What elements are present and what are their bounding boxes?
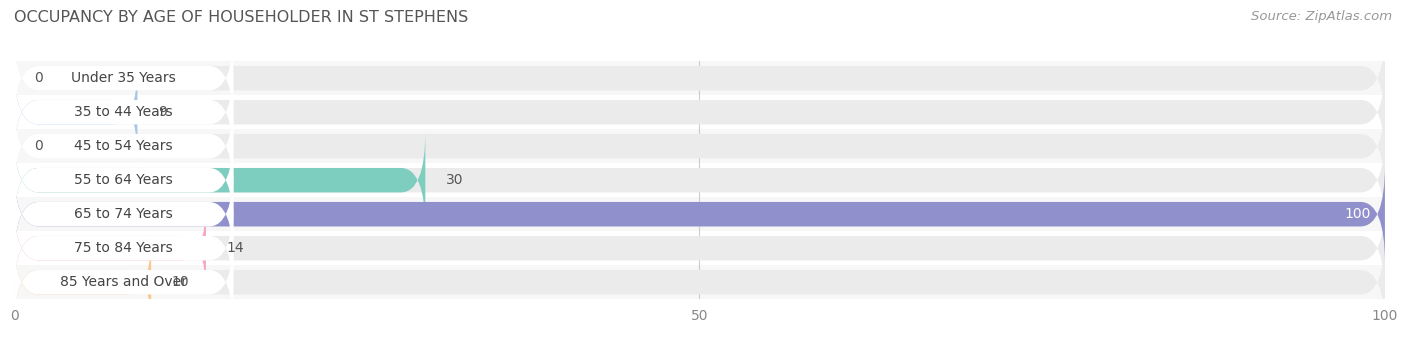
Text: 45 to 54 Years: 45 to 54 Years	[75, 139, 173, 153]
FancyBboxPatch shape	[14, 63, 233, 161]
FancyBboxPatch shape	[14, 233, 233, 331]
FancyBboxPatch shape	[14, 199, 207, 297]
FancyBboxPatch shape	[14, 199, 233, 297]
FancyBboxPatch shape	[14, 29, 1385, 127]
Text: 100: 100	[1344, 207, 1371, 221]
Text: 65 to 74 Years: 65 to 74 Years	[75, 207, 173, 221]
Text: OCCUPANCY BY AGE OF HOUSEHOLDER IN ST STEPHENS: OCCUPANCY BY AGE OF HOUSEHOLDER IN ST ST…	[14, 10, 468, 25]
Text: 9: 9	[157, 105, 167, 119]
FancyBboxPatch shape	[14, 131, 233, 229]
Text: 55 to 64 Years: 55 to 64 Years	[75, 173, 173, 187]
FancyBboxPatch shape	[14, 63, 138, 161]
Bar	[14, 95, 1385, 129]
Bar	[14, 163, 1385, 197]
FancyBboxPatch shape	[14, 63, 1385, 161]
Text: 0: 0	[35, 71, 44, 85]
FancyBboxPatch shape	[14, 165, 1385, 263]
Text: 75 to 84 Years: 75 to 84 Years	[75, 241, 173, 255]
FancyBboxPatch shape	[14, 233, 1385, 331]
FancyBboxPatch shape	[14, 165, 233, 263]
Text: 10: 10	[172, 275, 190, 289]
Text: Under 35 Years: Under 35 Years	[72, 71, 176, 85]
Bar	[14, 197, 1385, 231]
FancyBboxPatch shape	[14, 165, 1385, 263]
FancyBboxPatch shape	[14, 131, 425, 229]
Text: Source: ZipAtlas.com: Source: ZipAtlas.com	[1251, 10, 1392, 23]
Text: 0: 0	[35, 139, 44, 153]
FancyBboxPatch shape	[14, 97, 233, 195]
Bar	[14, 265, 1385, 299]
Bar	[14, 129, 1385, 163]
Bar	[14, 231, 1385, 265]
FancyBboxPatch shape	[14, 131, 1385, 229]
Text: 14: 14	[226, 241, 245, 255]
Bar	[14, 61, 1385, 95]
Text: 35 to 44 Years: 35 to 44 Years	[75, 105, 173, 119]
FancyBboxPatch shape	[14, 29, 233, 127]
Text: 85 Years and Over: 85 Years and Over	[60, 275, 187, 289]
Text: 30: 30	[446, 173, 464, 187]
FancyBboxPatch shape	[14, 233, 152, 331]
FancyBboxPatch shape	[14, 199, 1385, 297]
FancyBboxPatch shape	[14, 97, 1385, 195]
